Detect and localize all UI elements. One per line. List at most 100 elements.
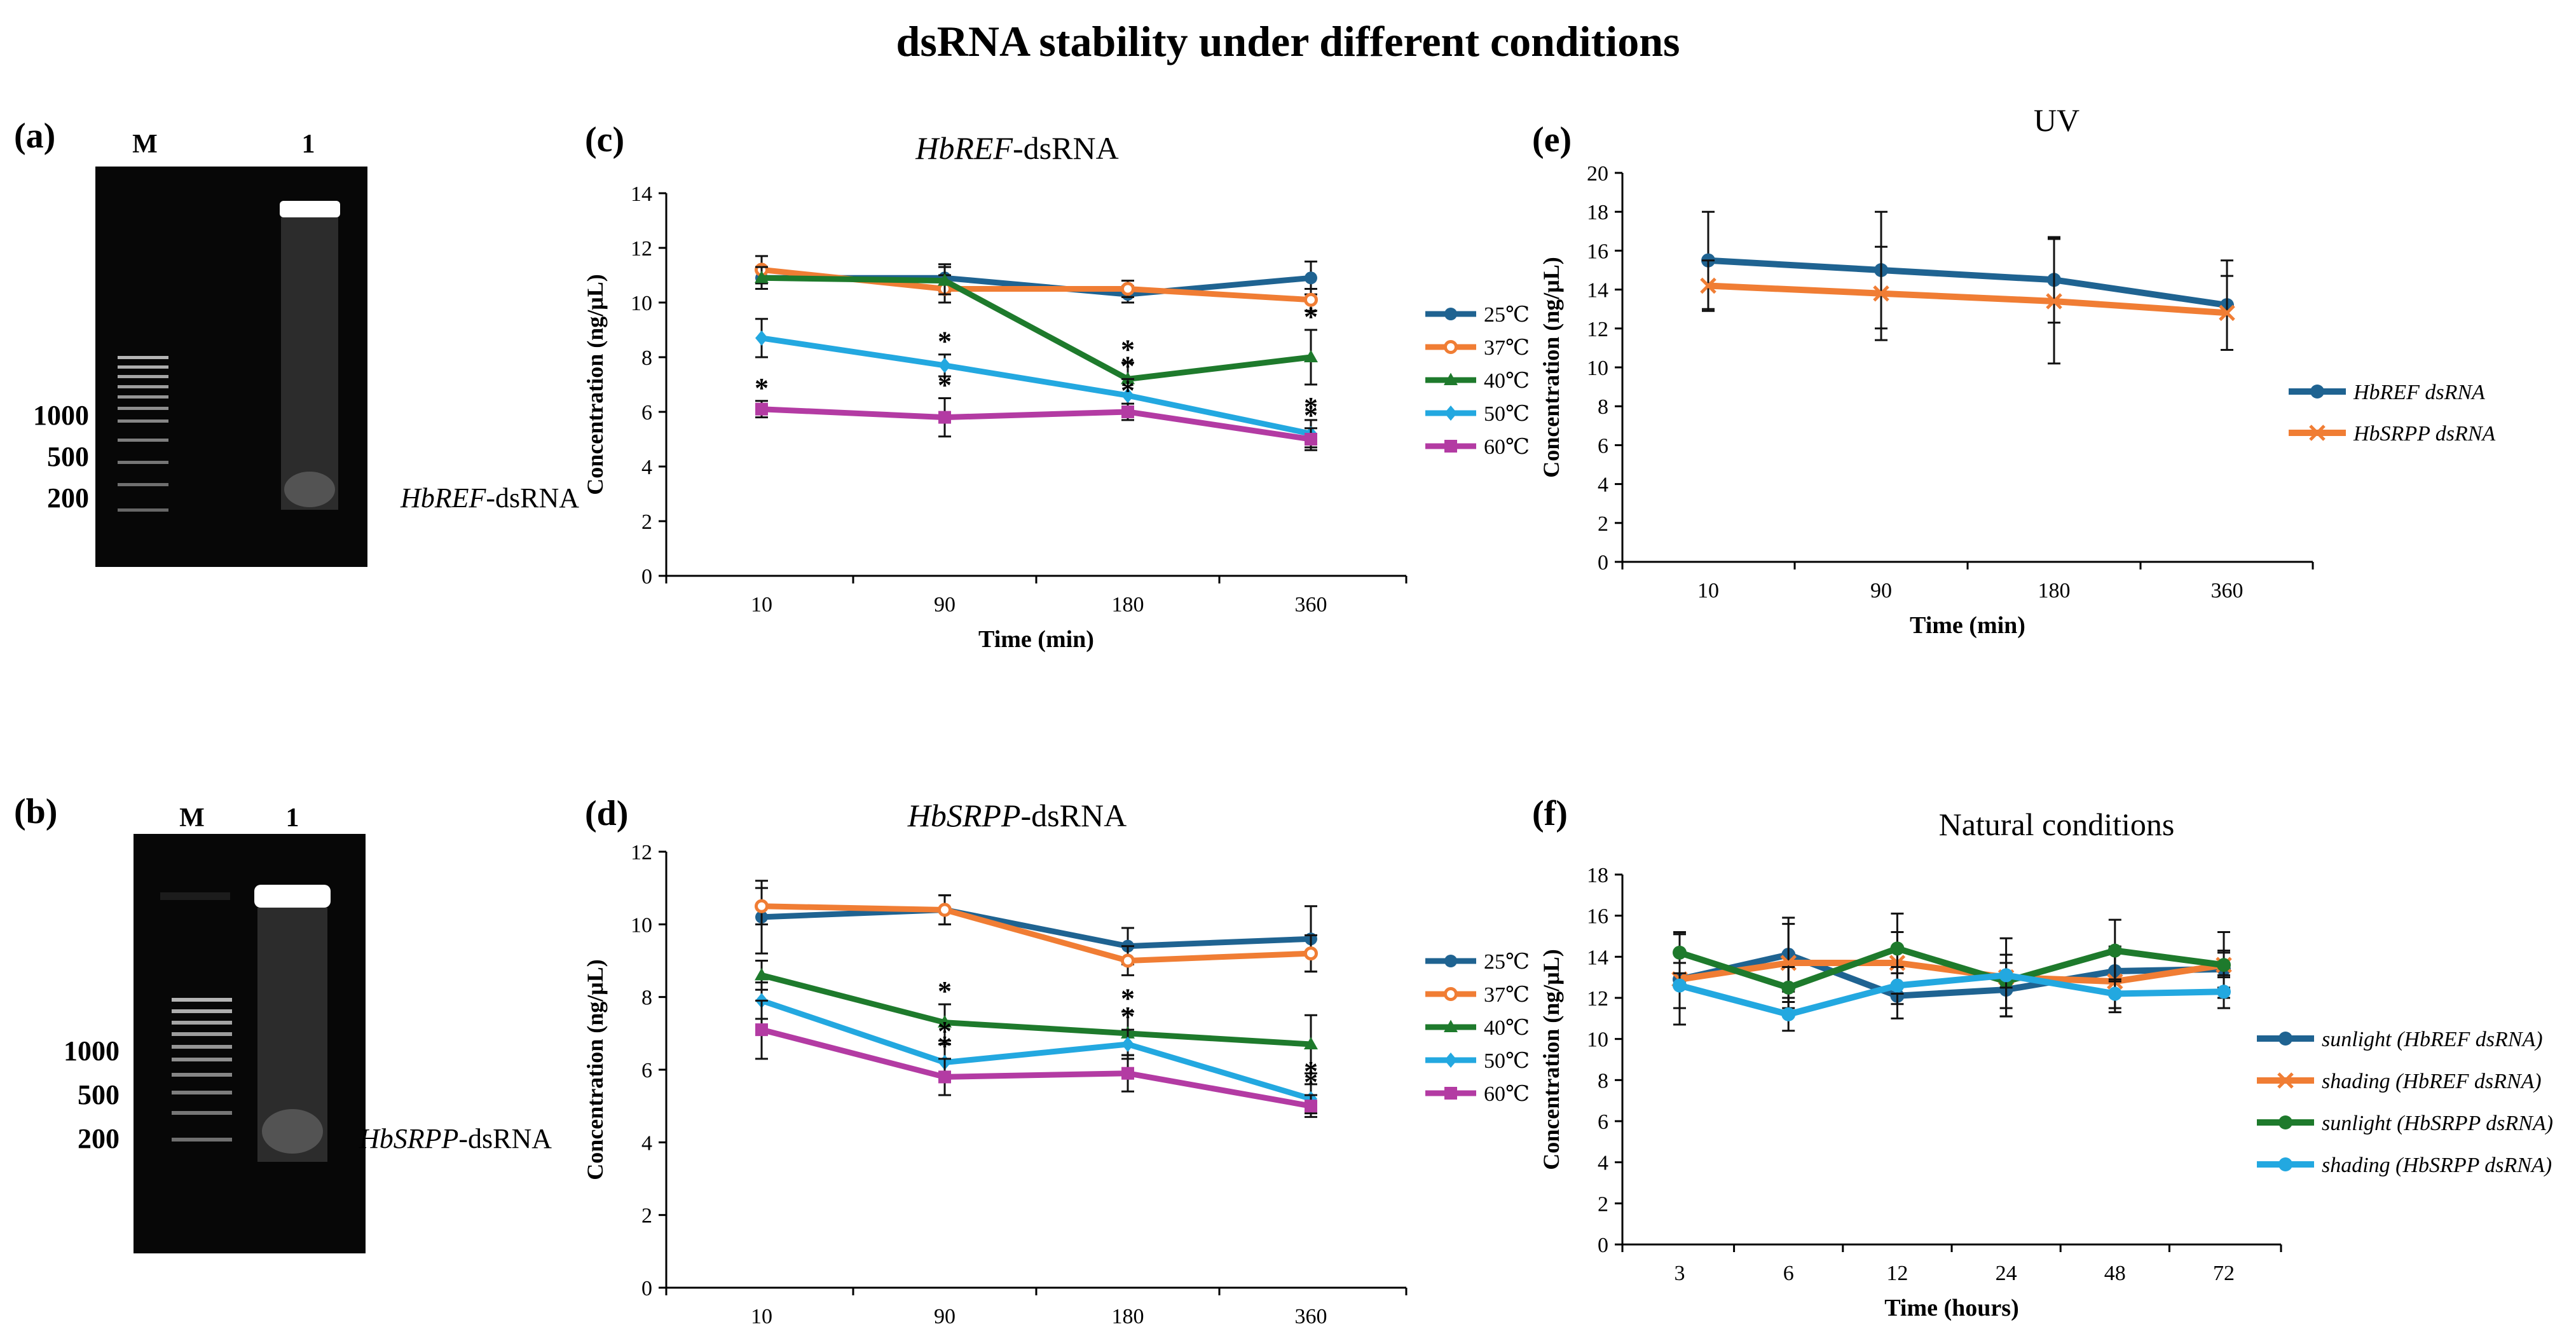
legend-item: 25℃ xyxy=(1425,303,1530,327)
data-point xyxy=(2217,985,2231,999)
legend-marker xyxy=(2310,385,2324,399)
panel-label-d: (d) xyxy=(585,794,628,833)
significance-mark: * xyxy=(938,976,952,1007)
ladder-label-500-b: 500 xyxy=(78,1079,120,1110)
product-label-a-suffix: -dsRNA xyxy=(486,482,579,514)
data-point xyxy=(938,903,952,917)
product-label-b-suffix: -dsRNA xyxy=(458,1123,552,1154)
ladder-label-1000-b: 1000 xyxy=(64,1035,120,1067)
legend-item: HbREF dsRNA xyxy=(2289,381,2485,404)
data-point xyxy=(1873,285,1889,302)
gel-bands-a xyxy=(118,201,340,512)
y-tick-label: 16 xyxy=(1587,240,1608,263)
data-point xyxy=(755,899,769,913)
x-tick-label: 24 xyxy=(1996,1262,2017,1285)
data-point xyxy=(1700,277,1716,294)
series-line xyxy=(761,903,1312,964)
lane-label-marker: M xyxy=(132,130,158,159)
product-band xyxy=(262,1109,323,1154)
y-tick-label: 2 xyxy=(641,510,652,534)
data-point xyxy=(938,411,951,424)
chart-title-gene: HbREF xyxy=(915,130,1013,166)
y-tick-label: 18 xyxy=(1587,201,1608,224)
series-line xyxy=(1708,282,2228,317)
y-tick-label: 6 xyxy=(641,401,652,425)
legend-item: shading (HbSRPP dsRNA) xyxy=(2257,1154,2552,1177)
series-4: * * ** xyxy=(755,370,1318,451)
significance-mark: * xyxy=(1304,400,1318,431)
significance-mark: * xyxy=(938,326,952,357)
ladder-band xyxy=(172,998,232,1002)
ladder-band xyxy=(172,1032,232,1036)
smear xyxy=(281,217,338,510)
data-point xyxy=(1305,271,1317,285)
ladder-band xyxy=(172,1021,232,1025)
ladder-band xyxy=(172,1138,232,1142)
ladder-band xyxy=(118,356,168,359)
ladder-band xyxy=(118,375,168,378)
y-tick-label: 18 xyxy=(1587,864,1608,887)
x-tick-label: 10 xyxy=(1697,579,1719,603)
chart-panel-d: (d)HbSRPP-dsRNA0246810121090180360Time (… xyxy=(582,794,1530,1328)
ladder-label-500: 500 xyxy=(47,441,89,472)
y-tick-label: 4 xyxy=(641,1131,652,1155)
y-tick-label: 10 xyxy=(631,292,652,315)
series-line xyxy=(1679,960,2224,985)
series-2: ** xyxy=(755,266,1318,397)
ladder-band xyxy=(118,365,168,369)
y-tick-label: 2 xyxy=(1598,512,1608,536)
data-point xyxy=(1999,968,2013,983)
y-axis-title: Concentration (ng/μL) xyxy=(582,959,608,1180)
x-tick-label: 10 xyxy=(751,1305,772,1328)
ladder-band xyxy=(172,1073,232,1077)
series-1 xyxy=(1700,238,2235,365)
ladder-label-200: 200 xyxy=(47,482,89,514)
data-point xyxy=(1304,292,1318,307)
legend-marker xyxy=(2309,425,2326,441)
legend-item: HbSRPP dsRNA xyxy=(2289,422,2495,446)
legend-item: 37℃ xyxy=(1425,336,1530,360)
legend: 25℃ 37℃ 40℃ 50℃ 60℃ xyxy=(1425,303,1530,459)
x-tick-label: 180 xyxy=(2038,579,2071,603)
y-tick-label: 4 xyxy=(641,456,652,479)
y-axis-title: Concentration (ng/μL) xyxy=(1538,949,1564,1169)
data-point xyxy=(755,270,769,283)
data-point xyxy=(1305,433,1317,446)
significance-mark: * xyxy=(1304,1067,1318,1098)
data-point xyxy=(1890,978,1905,993)
y-tick-label: 8 xyxy=(1598,1069,1608,1093)
ladder-band xyxy=(172,1111,232,1115)
legend-marker xyxy=(2278,1115,2292,1129)
significance-mark: * xyxy=(1121,983,1135,1014)
y-tick-label: 14 xyxy=(1587,279,1608,303)
y-tick-label: 2 xyxy=(641,1204,652,1228)
x-axis-title: Time (hours) xyxy=(1884,1295,2018,1321)
legend-item: 40℃ xyxy=(1425,369,1530,393)
significance-mark: * xyxy=(1304,392,1318,423)
lane-label-sample: 1 xyxy=(302,130,315,159)
panel-label-e: (e) xyxy=(1532,120,1572,160)
data-point xyxy=(938,1015,952,1028)
product-label-b: HbSRPP-dsRNA xyxy=(359,1123,552,1154)
series-3: *** xyxy=(755,318,1318,449)
data-point xyxy=(1673,945,1687,960)
series-line xyxy=(1678,972,2224,1018)
legend-marker xyxy=(1444,308,1457,320)
y-tick-label: 4 xyxy=(1598,474,1608,497)
x-tick-label: 90 xyxy=(934,593,956,617)
significance-mark: * xyxy=(1121,375,1135,406)
x-tick-label: 360 xyxy=(1295,1305,1327,1328)
series-line xyxy=(1678,951,2224,999)
legend-marker xyxy=(1444,406,1457,421)
data-point xyxy=(1121,1067,1134,1080)
well-mark xyxy=(160,892,230,900)
legend-marker xyxy=(2278,1032,2292,1046)
ladder-label-200-b: 200 xyxy=(78,1123,120,1154)
data-point xyxy=(755,330,768,346)
legend-label: sunlight (HbREF dsRNA) xyxy=(2322,1028,2543,1051)
legend-label: 60℃ xyxy=(1484,1082,1530,1106)
y-tick-label: 0 xyxy=(641,565,652,589)
panel-label-a: (a) xyxy=(14,116,55,156)
panel-label-b: (b) xyxy=(14,792,57,831)
